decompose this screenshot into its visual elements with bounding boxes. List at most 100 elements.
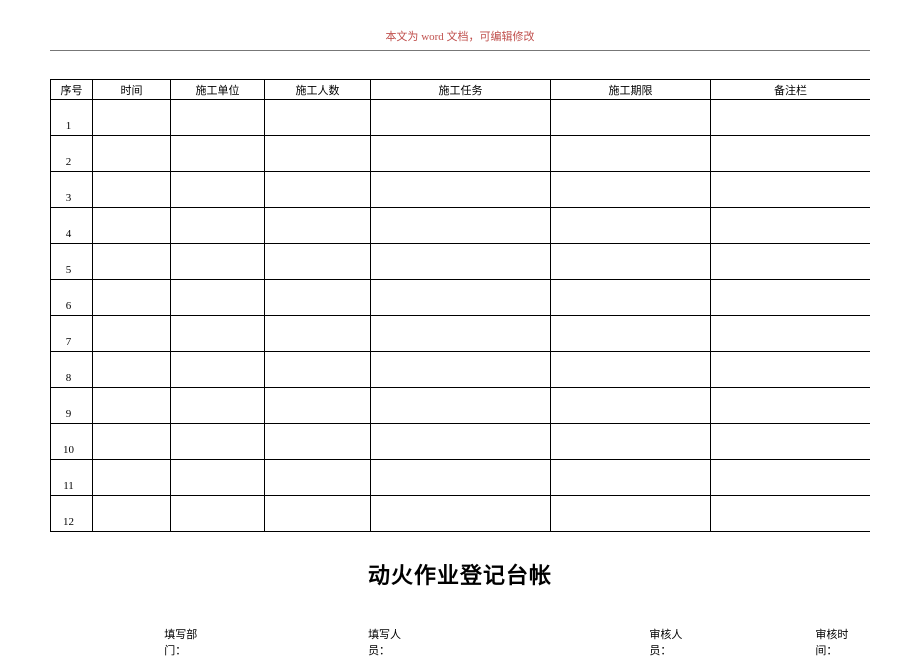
table-row: 8 bbox=[51, 352, 871, 388]
table-cell bbox=[171, 280, 265, 316]
table-row: 11 bbox=[51, 460, 871, 496]
table-cell bbox=[171, 100, 265, 136]
table-cell bbox=[265, 136, 371, 172]
table-cell bbox=[171, 352, 265, 388]
row-seq: 7 bbox=[51, 316, 93, 352]
table-cell bbox=[265, 316, 371, 352]
table-cell bbox=[93, 352, 171, 388]
th-time: 时间 bbox=[93, 80, 171, 100]
footer-reviewtime: 审核时间： bbox=[815, 626, 870, 658]
th-unit: 施工单位 bbox=[171, 80, 265, 100]
table-cell bbox=[711, 316, 871, 352]
table-cell bbox=[711, 496, 871, 532]
table-cell bbox=[265, 100, 371, 136]
table-cell bbox=[711, 424, 871, 460]
table-cell bbox=[551, 136, 711, 172]
table-container: 序号 时间 施工单位 施工人数 施工任务 施工期限 备注栏 1234567891… bbox=[50, 79, 870, 532]
table-cell bbox=[93, 280, 171, 316]
table-row: 9 bbox=[51, 388, 871, 424]
table-cell bbox=[371, 316, 551, 352]
table-row: 1 bbox=[51, 100, 871, 136]
table-cell bbox=[171, 460, 265, 496]
table-cell bbox=[93, 460, 171, 496]
table-cell bbox=[551, 172, 711, 208]
table-cell bbox=[711, 208, 871, 244]
table-cell bbox=[93, 100, 171, 136]
table-cell bbox=[551, 388, 711, 424]
table-cell bbox=[711, 244, 871, 280]
table-cell bbox=[171, 388, 265, 424]
th-count: 施工人数 bbox=[265, 80, 371, 100]
table-cell bbox=[551, 496, 711, 532]
table-cell bbox=[371, 172, 551, 208]
table-cell bbox=[171, 244, 265, 280]
table-row: 5 bbox=[51, 244, 871, 280]
th-remark: 备注栏 bbox=[711, 80, 871, 100]
header-note-p1: 本文为 bbox=[385, 31, 421, 43]
table-cell bbox=[93, 136, 171, 172]
table-cell bbox=[265, 424, 371, 460]
table-cell bbox=[371, 496, 551, 532]
table-cell bbox=[371, 388, 551, 424]
table-cell bbox=[371, 424, 551, 460]
table-cell bbox=[171, 424, 265, 460]
table-header-row: 序号 时间 施工单位 施工人数 施工任务 施工期限 备注栏 bbox=[51, 80, 871, 100]
table-row: 3 bbox=[51, 172, 871, 208]
table-cell bbox=[711, 100, 871, 136]
table-cell bbox=[371, 352, 551, 388]
table-cell bbox=[265, 244, 371, 280]
table-cell bbox=[551, 424, 711, 460]
table-row: 2 bbox=[51, 136, 871, 172]
table-cell bbox=[265, 172, 371, 208]
table-row: 4 bbox=[51, 208, 871, 244]
table-cell bbox=[93, 208, 171, 244]
footer-dept: 填写部门： bbox=[164, 626, 219, 658]
table-cell bbox=[371, 208, 551, 244]
th-task: 施工任务 bbox=[371, 80, 551, 100]
table-cell bbox=[551, 244, 711, 280]
table-cell bbox=[93, 172, 171, 208]
table-cell bbox=[171, 496, 265, 532]
table-cell bbox=[265, 280, 371, 316]
table-cell bbox=[93, 424, 171, 460]
table-cell bbox=[171, 136, 265, 172]
table-cell bbox=[265, 496, 371, 532]
table-cell bbox=[265, 388, 371, 424]
table-cell bbox=[551, 352, 711, 388]
table-cell bbox=[265, 352, 371, 388]
table-cell bbox=[265, 460, 371, 496]
table-cell bbox=[711, 136, 871, 172]
table-cell bbox=[711, 352, 871, 388]
table-row: 7 bbox=[51, 316, 871, 352]
table-cell bbox=[551, 460, 711, 496]
footer-writer: 填写人员： bbox=[368, 626, 423, 658]
table-row: 10 bbox=[51, 424, 871, 460]
table-cell bbox=[711, 460, 871, 496]
table-cell bbox=[93, 316, 171, 352]
row-seq: 2 bbox=[51, 136, 93, 172]
table-cell bbox=[371, 460, 551, 496]
table-cell bbox=[93, 388, 171, 424]
row-seq: 10 bbox=[51, 424, 93, 460]
header-underline bbox=[50, 50, 870, 51]
table-cell bbox=[371, 280, 551, 316]
page-title: 动火作业登记台帐 bbox=[0, 558, 920, 590]
table-cell bbox=[265, 208, 371, 244]
row-seq: 6 bbox=[51, 280, 93, 316]
footer-row: 填写部门： 填写人员： 审核人员： 审核时间： bbox=[50, 626, 870, 658]
table-cell bbox=[551, 316, 711, 352]
table-cell bbox=[371, 100, 551, 136]
th-period: 施工期限 bbox=[551, 80, 711, 100]
row-seq: 9 bbox=[51, 388, 93, 424]
register-table: 序号 时间 施工单位 施工人数 施工任务 施工期限 备注栏 1234567891… bbox=[50, 79, 870, 532]
row-seq: 4 bbox=[51, 208, 93, 244]
footer-reviewer: 审核人员： bbox=[649, 626, 704, 658]
row-seq: 5 bbox=[51, 244, 93, 280]
row-seq: 12 bbox=[51, 496, 93, 532]
table-cell bbox=[171, 172, 265, 208]
table-row: 6 bbox=[51, 280, 871, 316]
table-cell bbox=[551, 208, 711, 244]
table-cell bbox=[711, 280, 871, 316]
table-cell bbox=[551, 100, 711, 136]
table-cell bbox=[551, 280, 711, 316]
